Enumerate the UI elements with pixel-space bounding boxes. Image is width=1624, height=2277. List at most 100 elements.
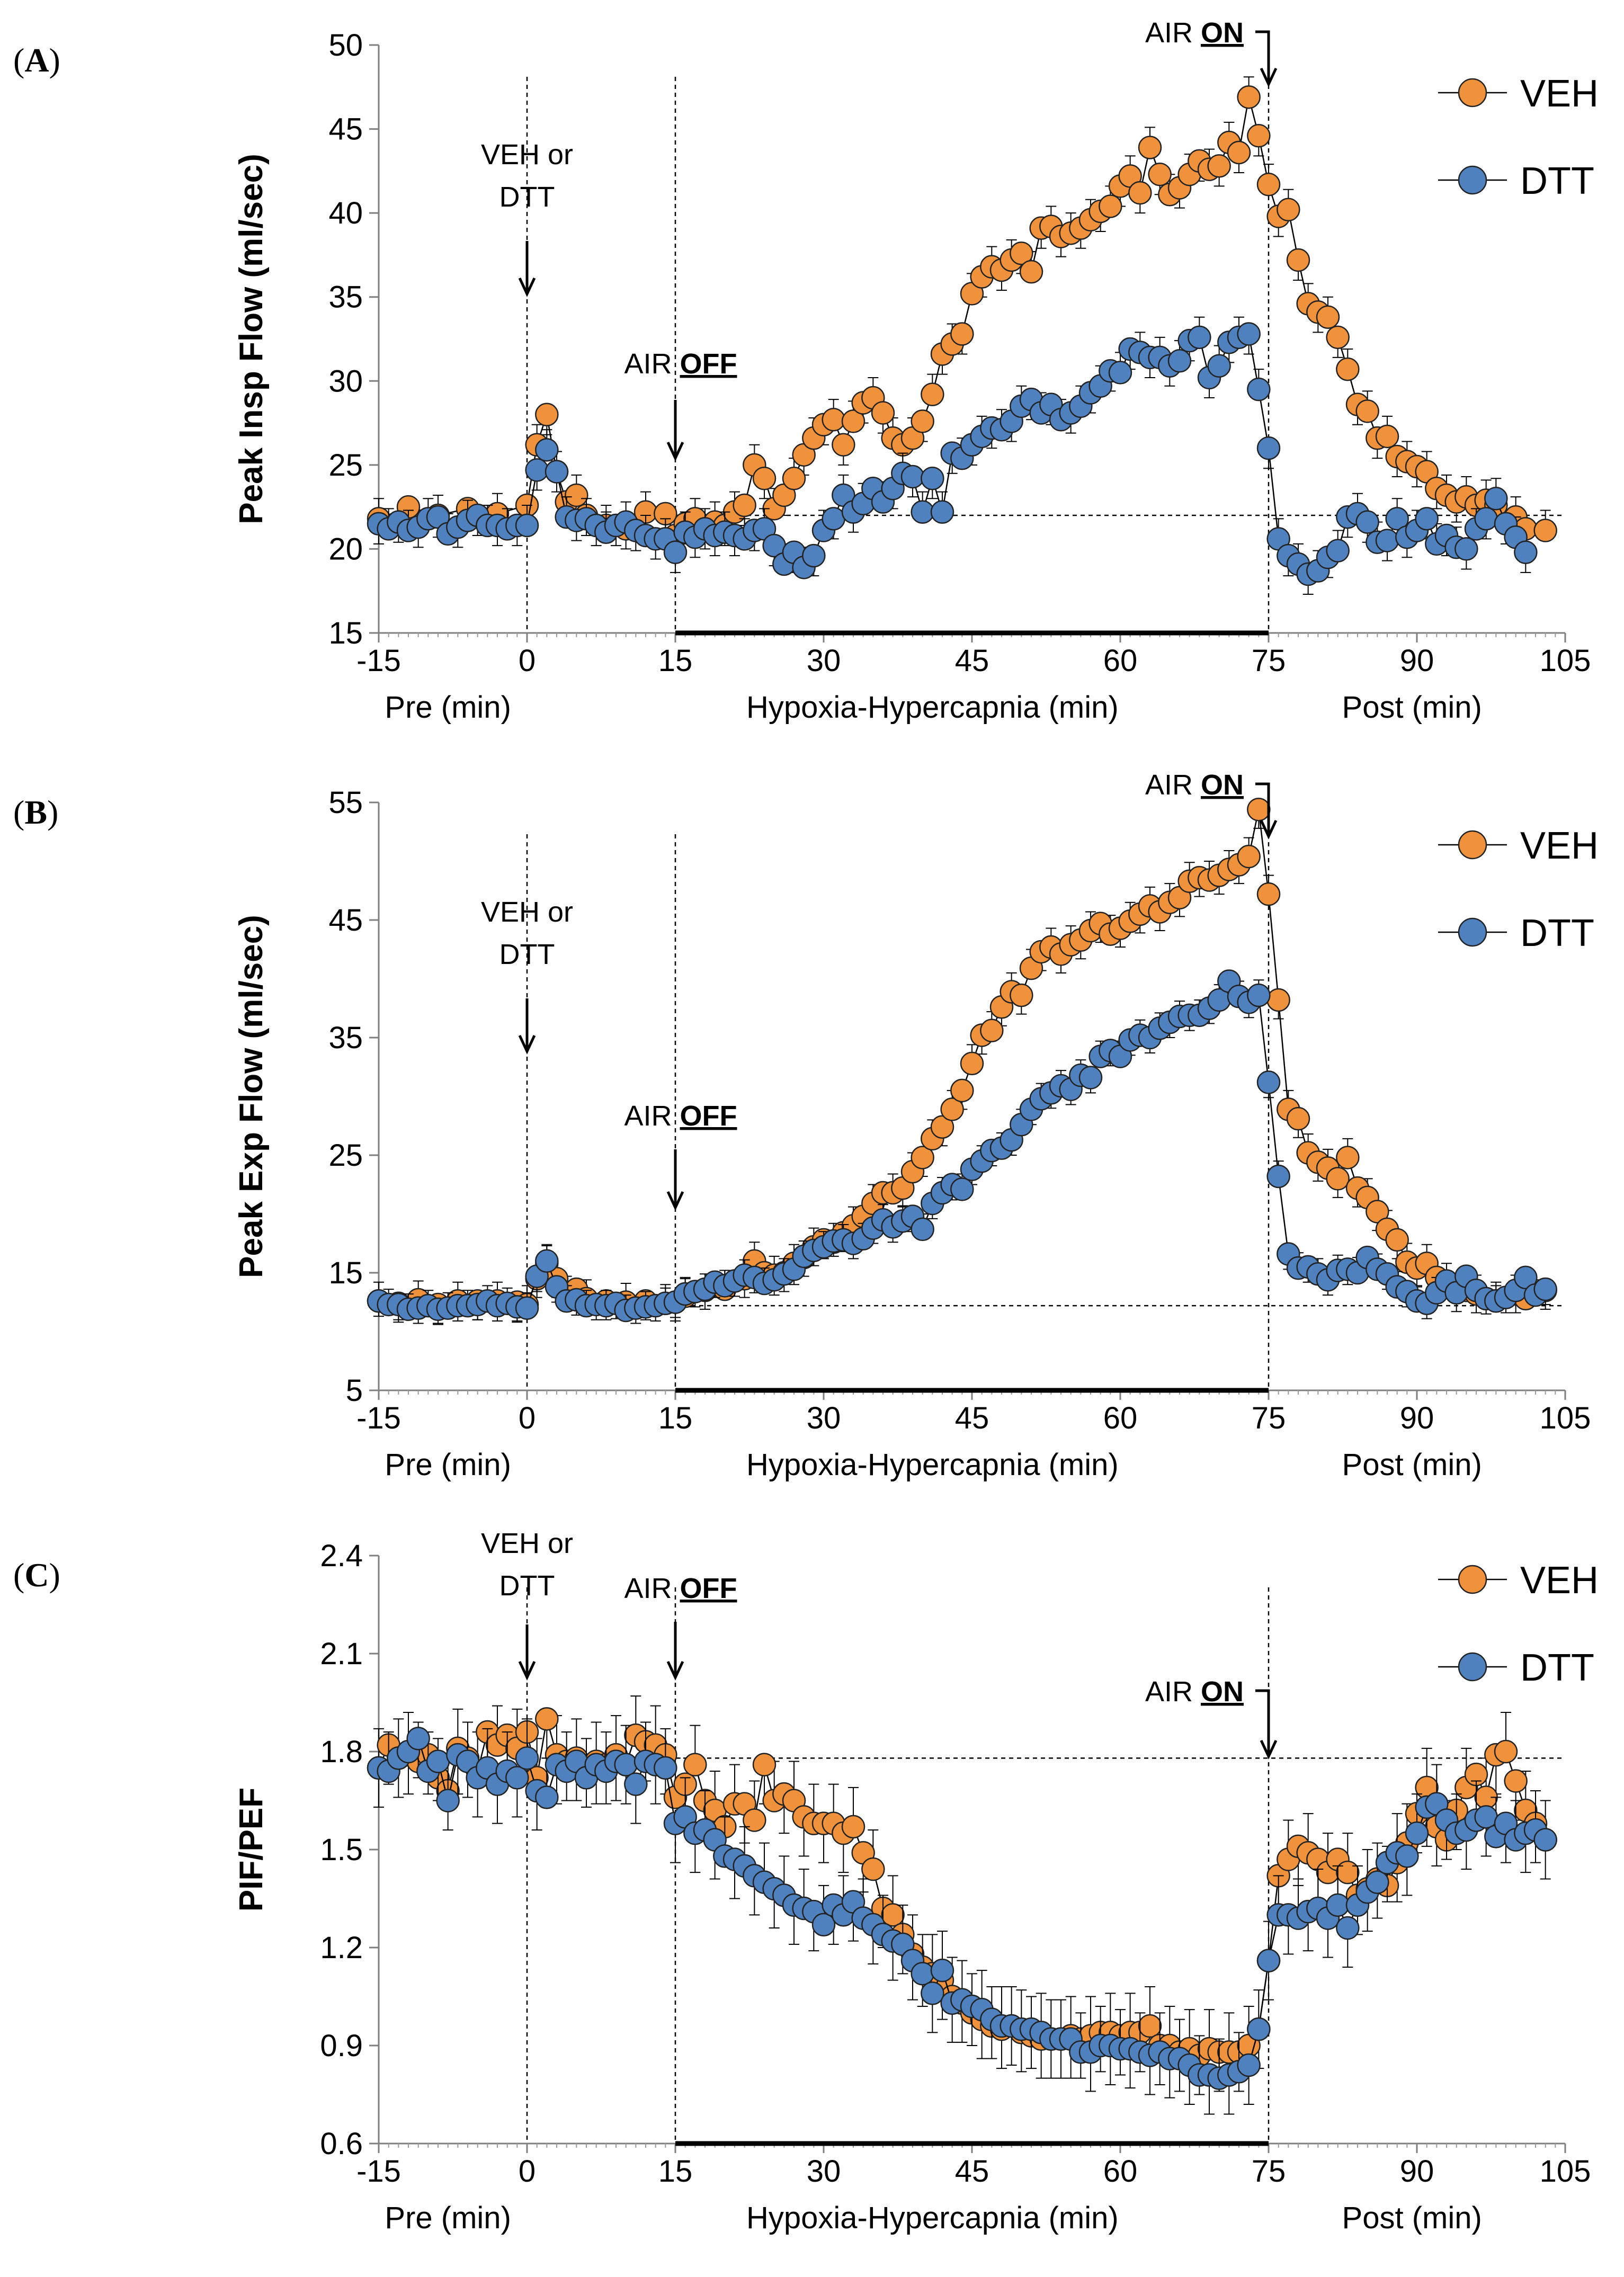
phase-label-hh: Hypoxia-Hypercapnia (min) [746, 690, 1119, 725]
data-point-veh [921, 382, 944, 406]
data-point-dtt [1256, 1949, 1281, 1972]
data-point-dtt [1167, 349, 1192, 373]
legend-label-dtt: DTT [1520, 1647, 1594, 1689]
y-tick-label: 1.8 [320, 1735, 363, 1769]
data-point-veh [1010, 983, 1033, 1007]
data-point-dtt [1533, 1828, 1557, 1852]
x-tick-label: 105 [1540, 1401, 1591, 1435]
data-point-veh [565, 483, 588, 507]
data-point-veh [881, 1903, 905, 1927]
y-tick-label: 0.9 [320, 2029, 363, 2063]
y-tick-label: 20 [328, 532, 363, 566]
y-tick-label: 45 [328, 112, 363, 147]
data-point-veh [1494, 1739, 1518, 1764]
data-point-veh [1375, 424, 1399, 449]
data-point-veh [1385, 1228, 1409, 1252]
annotation-air-on: AIR ON [1145, 1676, 1244, 1708]
data-point-dtt [436, 1789, 460, 1812]
x-tick-label: 0 [519, 2154, 536, 2189]
data-point-veh [911, 1146, 934, 1169]
annotation-air-off: AIR OFF [624, 348, 737, 380]
y-axis-title: Peak Exp Flow (ml/sec) [233, 915, 270, 1278]
data-point-dtt [1326, 1893, 1350, 1917]
data-point-veh [782, 466, 806, 490]
y-tick-label: 35 [328, 1021, 363, 1055]
data-point-veh [1316, 305, 1340, 329]
series-dtt [367, 969, 1557, 1325]
data-point-dtt [1474, 507, 1498, 531]
y-axis-title: PIF/PEF [233, 1788, 270, 1912]
data-point-veh [1326, 325, 1350, 350]
data-point-dtt [1455, 537, 1478, 561]
y-tick-label: 15 [328, 616, 363, 650]
panel-letter: (A) [13, 41, 60, 79]
x-tick-label: 30 [807, 2154, 841, 2189]
x-tick-label: 60 [1103, 1401, 1138, 1435]
data-point-dtt [811, 1913, 836, 1937]
x-tick-label: 0 [519, 1401, 536, 1435]
air-off-arrow-head [666, 441, 684, 461]
drug-arrow-head [518, 1660, 536, 1681]
annotation-drug: VEH or [481, 139, 573, 171]
x-tick-label: 60 [1103, 2154, 1138, 2189]
data-point-veh [535, 1707, 559, 1731]
y-tick-label: 55 [328, 785, 363, 820]
y-tick-label: 40 [328, 196, 363, 230]
x-tick-label: 45 [955, 644, 989, 678]
legend-marker-dtt [1458, 165, 1487, 195]
data-point-dtt [911, 1217, 934, 1242]
data-point-dtt [654, 1756, 677, 1780]
data-point-dtt [1256, 436, 1281, 460]
data-point-veh [1326, 1167, 1350, 1191]
air-on-arrow [1255, 30, 1270, 82]
data-point-dtt [911, 500, 934, 524]
data-point-dtt [535, 438, 559, 462]
data-point-veh [1533, 519, 1557, 542]
annotation-drug: VEH or [481, 896, 573, 928]
data-point-dtt [535, 1785, 559, 1809]
y-tick-label: 5 [346, 1373, 363, 1408]
data-point-veh [950, 322, 974, 346]
panel-letter: (B) [13, 793, 58, 831]
x-tick-label: 75 [1252, 2154, 1286, 2189]
y-tick-label: 2.4 [320, 1539, 363, 1573]
data-point-veh [940, 1097, 964, 1121]
y-tick-label: 25 [328, 1138, 363, 1173]
y-tick-label: 30 [328, 364, 363, 398]
x-tick-label: 60 [1103, 644, 1138, 678]
data-point-dtt [1078, 1066, 1103, 1090]
data-point-veh [683, 1753, 707, 1776]
phase-label-post: Post (min) [1342, 1448, 1482, 1482]
data-point-veh [1336, 357, 1360, 381]
data-point-dtt [1395, 1844, 1419, 1868]
data-point-dtt [1326, 539, 1350, 562]
data-point-dtt [624, 1772, 648, 1796]
data-point-veh [1286, 248, 1310, 272]
data-point-dtt [1474, 1805, 1498, 1829]
legend-label-veh: VEH [1520, 1559, 1599, 1602]
air-on-arrow [1255, 1689, 1270, 1754]
x-tick-label: 30 [807, 644, 841, 678]
annotation-drug: DTT [499, 181, 555, 213]
data-point-dtt [515, 513, 539, 538]
x-tick-label: 15 [658, 644, 693, 678]
annotation-air-on: AIR ON [1145, 769, 1244, 801]
data-point-veh [1247, 124, 1271, 148]
y-tick-label: 0.6 [320, 2127, 363, 2161]
data-point-veh [822, 407, 845, 432]
data-point-dtt [515, 1746, 539, 1770]
data-point-veh [871, 401, 895, 425]
y-tick-label: 1.5 [320, 1833, 363, 1867]
data-point-veh [1128, 181, 1152, 205]
data-point-dtt [1188, 325, 1211, 350]
air-on-arrow-head [1260, 1739, 1278, 1760]
annotation-drug: DTT [499, 1570, 555, 1602]
x-tick-label: 15 [658, 2154, 693, 2189]
x-tick-label: 30 [807, 1401, 841, 1435]
y-tick-label: 25 [328, 448, 363, 483]
x-tick-label: 0 [519, 644, 536, 678]
data-point-dtt [921, 1981, 944, 2005]
annotation-air-off: AIR OFF [624, 1100, 737, 1132]
air-off-arrow-head [666, 1660, 684, 1681]
